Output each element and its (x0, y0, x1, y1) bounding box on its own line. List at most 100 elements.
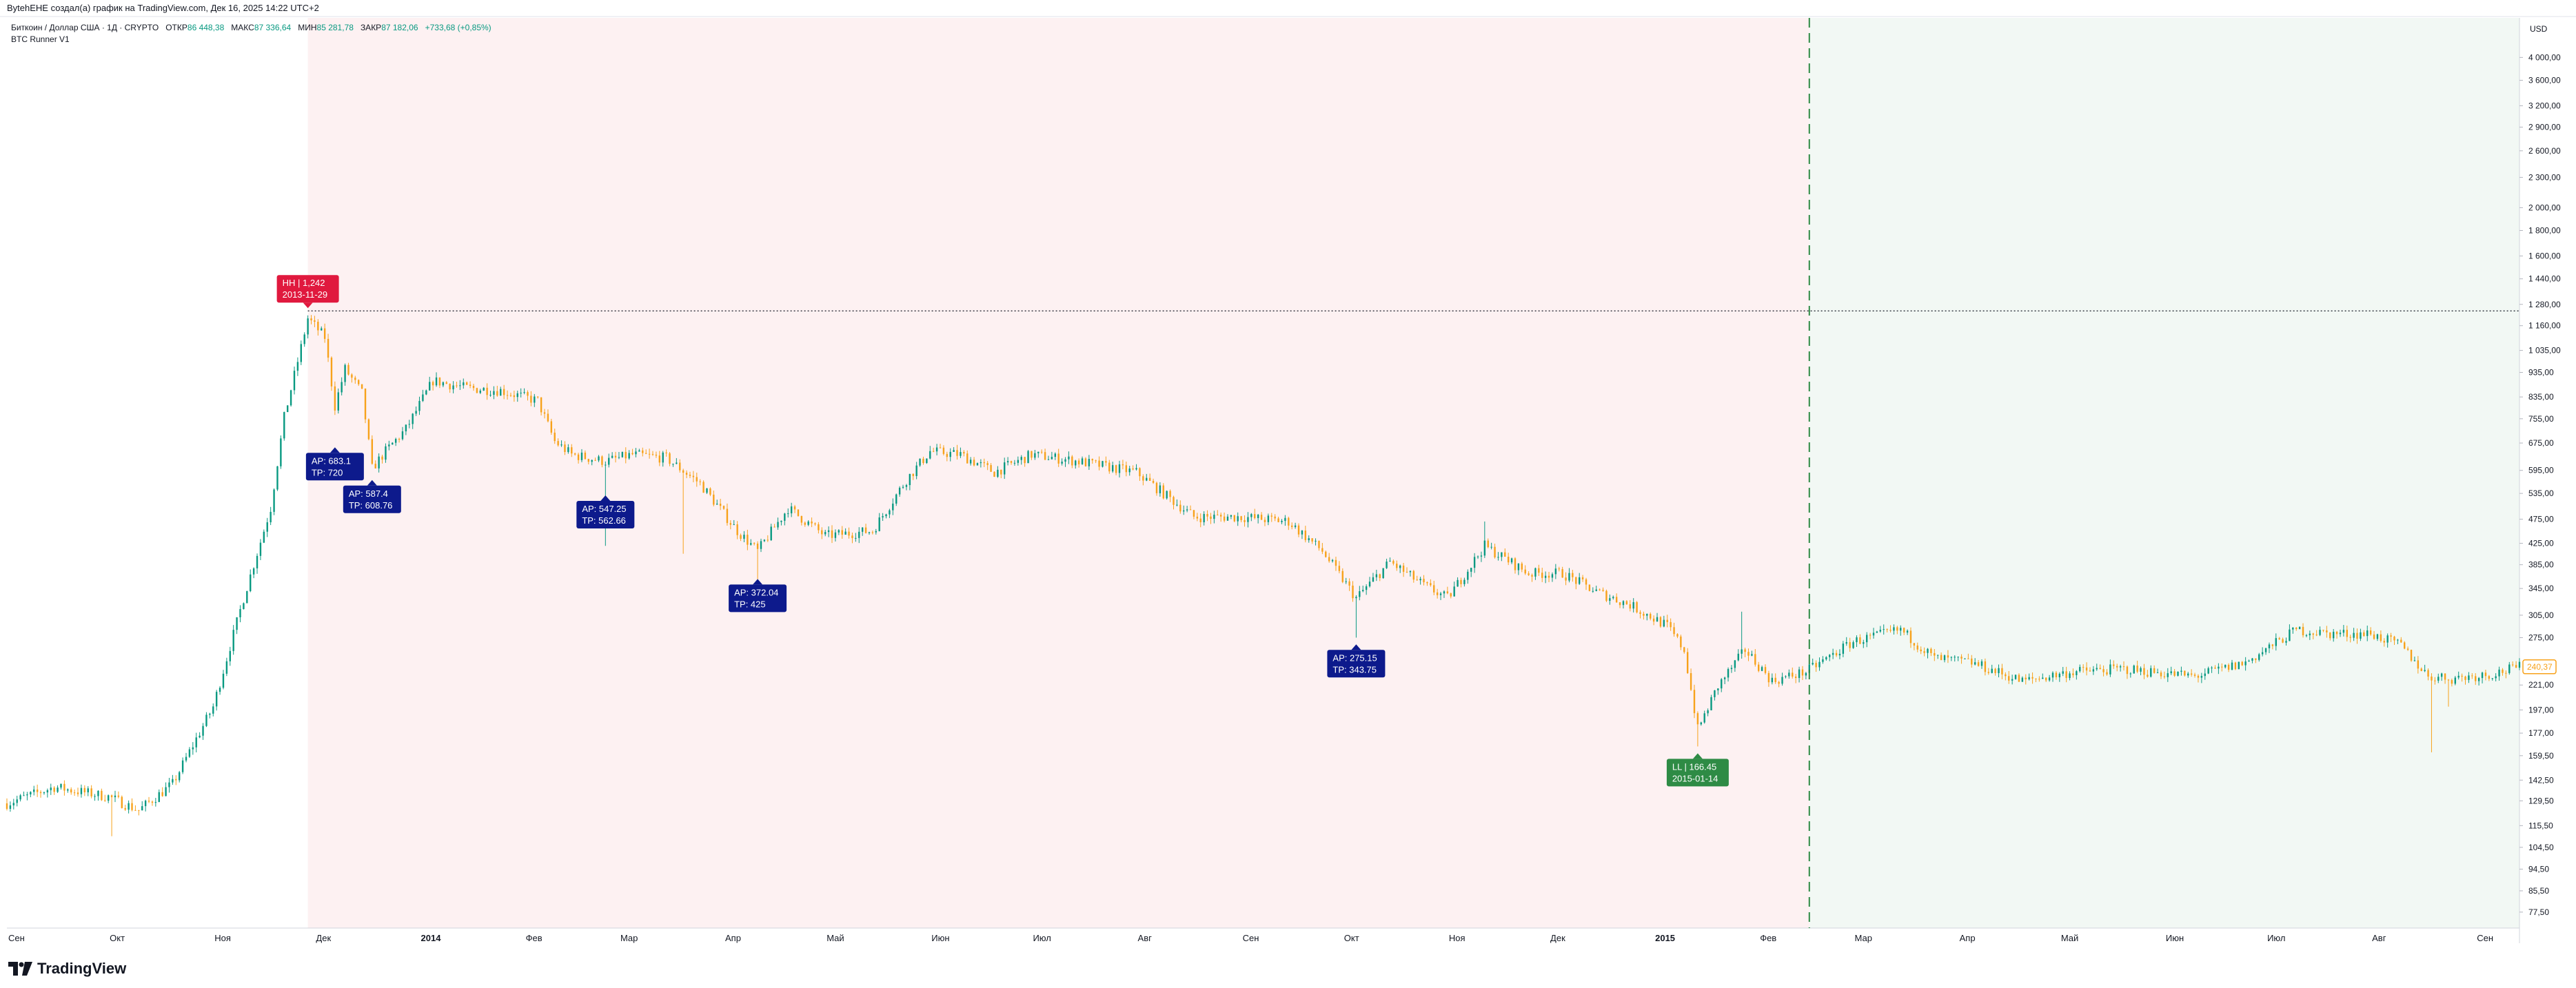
candle-body (2369, 630, 2372, 635)
candle-body (2173, 671, 2176, 676)
candle-body (1696, 713, 1699, 725)
candle-body (2390, 635, 2392, 637)
x-tick-label: Дек (1550, 933, 1565, 943)
candle-body (2008, 676, 2010, 681)
candle-body (895, 494, 897, 504)
candle-body (821, 530, 823, 535)
candle-body (1017, 460, 1020, 463)
low-value: 85 281,78 (316, 23, 354, 32)
candle-body (2484, 672, 2487, 677)
candle-body (70, 789, 72, 793)
candle-body (435, 377, 438, 386)
x-tick-label: 2015 (1655, 933, 1675, 943)
candle-body (1102, 461, 1104, 467)
y-axis-unit: USD (2530, 24, 2548, 34)
candle-body (1947, 655, 1949, 658)
x-tick-label: Сен (1243, 933, 1259, 943)
indicator-name[interactable]: BTC Runner V1 (11, 34, 70, 44)
label-line-2: 2015-01-14 (1672, 773, 1718, 783)
candle-body (2170, 671, 2172, 674)
candle-body (969, 460, 972, 464)
candle-body (151, 801, 154, 803)
label-line-1: AP: 587.4 (349, 488, 388, 499)
candle-body (844, 531, 846, 535)
candle-body (1057, 453, 1059, 464)
candle-body (2241, 661, 2243, 666)
candle-body (12, 803, 15, 805)
candle-body (415, 411, 417, 414)
candle-body (1257, 515, 1259, 518)
label-line-2: 2013-11-29 (283, 289, 328, 300)
candle-body (459, 385, 461, 387)
candle-body (2058, 673, 2061, 678)
candle-body (138, 810, 140, 811)
candle-body (469, 384, 471, 387)
candle-body (1538, 568, 1540, 573)
candle-body (2113, 664, 2115, 666)
candle-body (966, 453, 968, 464)
candle-body (1206, 514, 1208, 517)
candle-body (1663, 619, 1665, 627)
candle-body (658, 455, 661, 463)
label-line-2: TP: 720 (312, 467, 343, 477)
candle-body (2136, 666, 2138, 672)
y-tick-label: 177,00 (2528, 728, 2554, 738)
label-line-2: TP: 425 (734, 599, 766, 609)
candle-body (773, 526, 775, 528)
candle-body (1548, 575, 1550, 578)
candle-body (110, 795, 113, 798)
candle-body (2353, 632, 2355, 638)
y-tick-label: 77,50 (2528, 907, 2549, 917)
candle-body (1754, 654, 1756, 665)
candle-body (83, 788, 86, 792)
tradingview-logo[interactable]: TradingView (8, 959, 126, 978)
candle-body (858, 531, 860, 538)
candle-body (192, 747, 194, 750)
candle-body (662, 452, 664, 463)
candle-body (2292, 627, 2294, 630)
candle-body (1585, 579, 1588, 585)
candle-body (1659, 617, 1662, 627)
candle-body (401, 431, 404, 440)
candle-body (1176, 504, 1178, 506)
candle-body (26, 794, 28, 796)
candle-body (1920, 649, 1922, 652)
candle-body (2096, 668, 2098, 670)
candle-body (756, 543, 759, 549)
candle-body (2184, 670, 2186, 676)
symbol-title[interactable]: Биткоин / Доллар США · 1Д · CRYPTO (11, 23, 159, 32)
candle-body (429, 382, 431, 391)
candle-body (1991, 668, 1993, 673)
candle-body (496, 391, 498, 396)
candle-body (2072, 673, 2074, 675)
candle-body (1707, 710, 1709, 714)
y-tick-label: 2 600,00 (2528, 146, 2561, 156)
candle-body (580, 452, 583, 460)
candle-body (1433, 585, 1435, 593)
candle-body (378, 456, 380, 469)
candle-body (486, 387, 488, 395)
candle-body (1004, 462, 1006, 475)
candle-body (1051, 457, 1053, 460)
high-value: 87 336,64 (254, 23, 292, 32)
y-tick-label: 475,00 (2528, 515, 2554, 524)
candle-body (456, 385, 458, 387)
label-line-1: HH | 1,242 (283, 278, 325, 288)
candle-body (1845, 642, 1847, 644)
candle-body (1676, 634, 1679, 637)
candle-body (2319, 630, 2321, 635)
candle-body (1328, 557, 1330, 562)
candle-body (2502, 669, 2504, 673)
candle-body (1680, 636, 1682, 648)
candle-body (993, 471, 995, 477)
candle-body (1031, 451, 1033, 458)
candle-body (2122, 666, 2125, 668)
candle-body (1652, 618, 1655, 622)
candle-body (2495, 676, 2497, 679)
candle-body (2454, 677, 2456, 684)
ap-label: AP: 683.1TP: 720 (305, 447, 364, 481)
candle-body (909, 473, 911, 486)
candle-body (2366, 630, 2369, 637)
candle-body (1686, 652, 1689, 674)
